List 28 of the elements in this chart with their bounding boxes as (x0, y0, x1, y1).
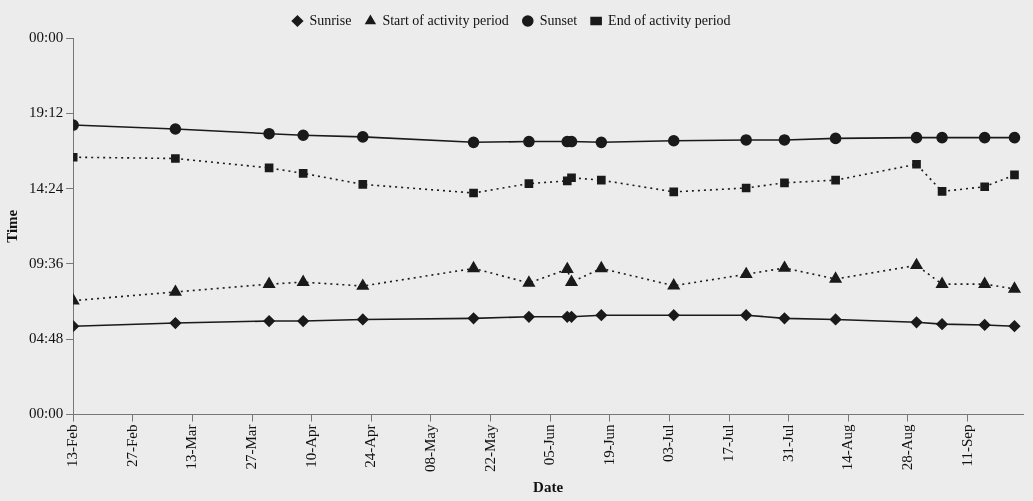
x-tick-label: 27-Mar (243, 424, 259, 470)
x-tick-label: 28-Aug (898, 424, 915, 471)
x-tick-label: 08-May (421, 424, 438, 473)
x-tick-label: 13-Feb (64, 424, 81, 468)
y-tick-label: 19:12 (29, 104, 64, 121)
x-axis-title: Date (533, 478, 564, 495)
y-tick-label: 04:48 (29, 330, 64, 347)
x-tick-label: 31-Jul (779, 424, 796, 463)
x-tick-label: 13-Mar (183, 424, 200, 470)
x-tick-label: 19-Jun (600, 424, 617, 466)
legend-label: End of activity period (608, 12, 731, 28)
legend-label: Start of activity period (382, 12, 509, 28)
x-tick-label: 14-Aug (839, 424, 856, 471)
legend-label: Sunset (539, 12, 578, 28)
y-tick-label: 09:36 (29, 254, 64, 271)
legend-label: Sunrise (309, 12, 352, 28)
x-tick-label: 10-Apr (302, 424, 319, 468)
x-tick-label: 24-Apr (362, 424, 379, 468)
x-tick-label: 05-Jun (541, 424, 558, 466)
y-axis-title: Time (3, 209, 20, 243)
x-tick-label: 11-Sep (958, 424, 975, 467)
y-tick-label: 00:00 (29, 405, 64, 422)
y-tick-label: 14:24 (29, 179, 64, 196)
x-tick-label: 03-Jul (660, 424, 677, 463)
x-tick-label: 22-May (481, 424, 498, 473)
x-tick-label: 27-Feb (123, 424, 140, 468)
y-tick-label: 00:00 (29, 28, 64, 45)
x-tick-label: 17-Jul (720, 424, 737, 463)
